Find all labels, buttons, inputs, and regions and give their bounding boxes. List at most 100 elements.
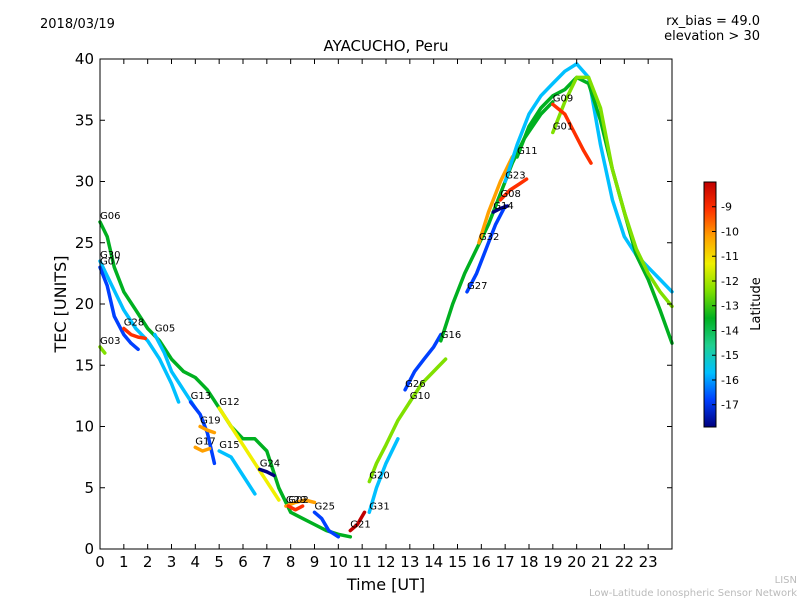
colorbar-label: Latitude [749,277,764,331]
series-label-g08: G08 [500,189,520,200]
series-label-g06: G06 [100,211,120,222]
x-tick-label: 12 [376,553,395,571]
series-label-g30: G30 [100,250,120,261]
colorbar-tick-label: -16 [721,374,739,387]
x-tick-label: 22 [615,553,634,571]
series-line-g31 [367,437,400,515]
series-line-g06 [98,220,353,539]
y-tick-label: 25 [75,234,94,252]
x-axis-label: Time [UT] [346,575,425,594]
series-label-g02: G02 [288,495,308,506]
x-tick-label: 0 [95,553,105,571]
series-line-g01 [551,75,674,309]
series-label-g25: G25 [315,501,335,512]
series-line-g03 [98,345,107,355]
x-tick-label: 14 [424,553,443,571]
x-tick-label: 3 [167,553,177,571]
series-label-g09: G09 [553,93,573,104]
colorbar-tick-label: -15 [721,349,739,362]
series-line-g24 [257,467,276,478]
y-tick-label: 15 [75,356,94,374]
series-line-g12 [217,406,281,502]
elevation-label: elevation > 30 [664,29,760,44]
colorbar-ticks: -9 -10 -11 -12 -13 -14 -15 -16 -17 [712,201,739,412]
colorbar-tick-label: -9 [721,201,732,214]
series-line-g14 [491,204,510,214]
series-label-g11: G11 [517,146,537,157]
y-axis-label: TEC [UNITS] [51,256,70,354]
series-label-g13: G13 [191,391,211,402]
x-axis-ticks: 0 1 2 3 4 5 6 7 8 9 10 11 12 13 14 15 16 17 18 19 20 21 22 23 [95,59,658,571]
colorbar-tick-label: -10 [721,225,739,238]
series-label-g20: G20 [369,471,389,482]
series-label-g01: G01 [553,122,573,133]
series-line-g02 [286,504,305,512]
x-tick-label: 23 [639,553,658,571]
series-label-g10: G10 [410,391,430,402]
x-tick-label: 18 [519,553,538,571]
x-tick-label: 13 [400,553,419,571]
series-label-g21: G21 [350,520,370,531]
series-label-g28: G28 [124,318,144,329]
series-label-g16: G16 [441,330,461,341]
x-tick-label: 16 [472,553,491,571]
series-line-g30 [98,259,181,404]
series-line-g21 [348,510,367,533]
series-line-g15 [217,449,257,496]
x-tick-label: 4 [191,553,201,571]
series-label-g03: G03 [100,336,120,347]
y-tick-label: 40 [75,50,94,68]
series-line-g09 [551,102,593,165]
series-label-g19: G19 [200,416,220,427]
colorbar-tick-label: -14 [721,324,739,337]
x-tick-label: 20 [567,553,586,571]
series-label-g23: G23 [505,171,525,182]
y-tick-label: 0 [84,540,94,558]
colorbar-tick-label: -17 [721,399,739,412]
series-line-g29 [284,498,317,508]
series-label-g05: G05 [155,324,175,335]
x-tick-label: 17 [496,553,515,571]
x-tick-label: 5 [214,553,224,571]
x-tick-label: 2 [143,553,153,571]
colorbar [703,181,717,428]
series-label-g15: G15 [219,440,239,451]
y-tick-label: 30 [75,173,94,191]
series-line-g32 [477,155,515,245]
series-label-g24: G24 [260,458,280,469]
x-tick-label: 6 [238,553,248,571]
series-line-g27 [465,204,507,294]
series-label-g32: G32 [479,232,499,243]
y-axis-ticks: 0 5 10 15 20 25 30 35 40 [75,50,672,558]
series-line-g11 [515,75,674,345]
x-tick-label: 19 [543,553,562,571]
colorbar-tick-label: -12 [721,275,739,288]
series-label-g26: G26 [405,379,425,390]
x-tick-label: 7 [262,553,272,571]
y-tick-label: 35 [75,111,94,129]
series-line-g16 [439,100,555,343]
footer-network: Low-Latitude Ionospheric Sensor Network [589,588,797,599]
series-line-g05 [153,332,198,410]
x-tick-label: 8 [286,553,296,571]
series-line-g26 [403,332,443,392]
y-tick-label: 10 [75,418,94,436]
footer-lisn: LISN [774,575,797,586]
x-tick-label: 15 [448,553,467,571]
series-line-g08 [498,177,529,202]
colorbar-tick-label: -11 [721,250,739,263]
series-label-g17: G17 [195,436,215,447]
date-label: 2018/03/19 [40,17,115,32]
series-line-g28 [122,326,148,341]
series-label-g14: G14 [493,201,513,212]
rx-bias-label: rx_bias = 49.0 [666,14,760,29]
series-line-g20 [367,400,412,484]
chart-title: AYACUCHO, Peru [323,37,449,55]
x-tick-label: 1 [119,553,129,571]
series-line-g19 [198,424,217,435]
series-label-g29: G29 [286,495,306,506]
series-line-g25 [312,510,341,539]
colorbar-tick-label: -13 [721,300,739,313]
